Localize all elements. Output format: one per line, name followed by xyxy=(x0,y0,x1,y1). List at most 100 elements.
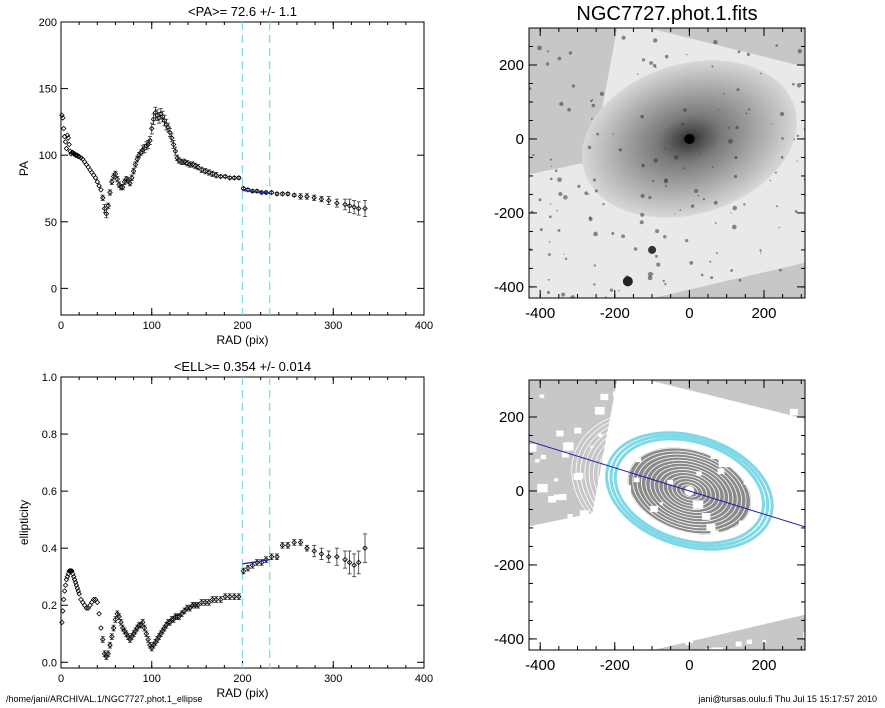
x-tick-label: 200 xyxy=(233,320,251,332)
data-point xyxy=(70,571,76,577)
data-point xyxy=(150,116,157,122)
image-frame xyxy=(528,379,806,651)
data-point xyxy=(96,611,102,617)
data-point xyxy=(59,112,65,118)
data-point xyxy=(105,203,111,209)
star xyxy=(647,275,653,281)
data-point xyxy=(116,613,122,620)
star xyxy=(723,93,725,95)
x-tick-label: 200 xyxy=(751,657,776,674)
data-point xyxy=(63,145,70,152)
masked-region xyxy=(613,391,620,397)
data-point xyxy=(195,602,201,609)
star xyxy=(539,228,543,232)
star xyxy=(563,195,568,200)
data-point xyxy=(231,175,238,181)
plot-title: <PA>= 72.6 +/- 1.1 xyxy=(188,4,297,19)
star xyxy=(664,283,667,286)
y-tick-label: -400 xyxy=(494,631,524,648)
star xyxy=(550,165,553,167)
masked-region xyxy=(558,494,567,501)
x-tick-label: 0 xyxy=(58,320,64,332)
star xyxy=(781,137,784,140)
star xyxy=(640,114,644,119)
masked-region xyxy=(644,554,650,559)
masked-region xyxy=(800,587,805,595)
star xyxy=(621,234,625,239)
data-point xyxy=(217,173,224,180)
data-point xyxy=(60,115,66,121)
star xyxy=(549,203,552,205)
data-point xyxy=(98,625,104,631)
data-point xyxy=(112,171,119,177)
data-point xyxy=(231,593,238,600)
star xyxy=(808,294,809,295)
masked-region xyxy=(539,394,545,399)
x-tick-label: 300 xyxy=(324,320,342,332)
data-point xyxy=(297,193,304,200)
star xyxy=(618,289,620,292)
star xyxy=(655,229,660,234)
star xyxy=(748,108,751,111)
star xyxy=(778,226,780,229)
galaxy-nucleus xyxy=(684,133,695,144)
masked-region xyxy=(576,548,587,557)
masked-region xyxy=(561,452,569,458)
data-point xyxy=(92,175,99,181)
masked-region xyxy=(600,393,609,401)
y-tick-label: 200 xyxy=(39,17,57,29)
data-point xyxy=(145,636,151,643)
star xyxy=(681,122,684,126)
data-point xyxy=(103,211,110,217)
masked-region xyxy=(667,479,674,485)
data-point xyxy=(70,573,77,580)
star xyxy=(683,108,687,112)
y-tick-label: 0 xyxy=(516,483,524,500)
masked-region xyxy=(781,460,793,469)
data-point xyxy=(78,596,84,603)
data-point xyxy=(66,141,72,148)
masked-region xyxy=(631,445,641,454)
data-point xyxy=(105,650,111,657)
data-point xyxy=(202,168,209,174)
data-point xyxy=(76,591,82,597)
masked-region xyxy=(550,609,561,618)
y-tick-label: -400 xyxy=(494,279,524,296)
star xyxy=(727,126,730,129)
x-tick-label: 200 xyxy=(233,673,251,685)
data-point xyxy=(254,188,260,194)
star xyxy=(639,220,644,225)
masked-region xyxy=(540,454,547,460)
star xyxy=(738,278,742,282)
masked-region xyxy=(738,520,744,525)
star xyxy=(592,178,596,182)
data-point xyxy=(297,539,304,546)
masked-region xyxy=(789,408,798,416)
star xyxy=(711,166,714,168)
data-point xyxy=(206,169,212,176)
data-point xyxy=(127,180,133,186)
data-point xyxy=(342,556,348,563)
star xyxy=(796,83,802,88)
data-point xyxy=(291,192,297,198)
star xyxy=(564,257,568,261)
star xyxy=(548,215,552,219)
star xyxy=(640,212,645,217)
data-point xyxy=(362,205,368,212)
star xyxy=(774,171,777,174)
star xyxy=(760,252,762,254)
data-point xyxy=(249,562,256,569)
masked-region xyxy=(806,385,817,394)
data-point xyxy=(96,183,102,189)
data-point xyxy=(318,551,325,557)
x-axis-label: RAD (pix) xyxy=(216,333,268,347)
y-tick-label: 0.2 xyxy=(42,600,57,612)
y-tick-label: 0.4 xyxy=(42,543,57,555)
data-point xyxy=(209,171,216,177)
star xyxy=(730,212,732,214)
data-point xyxy=(60,596,67,603)
masked-region xyxy=(705,648,716,650)
plot-title: <ELL>= 0.354 +/- 0.014 xyxy=(174,359,311,374)
masked-region xyxy=(791,482,796,486)
star xyxy=(745,112,748,115)
